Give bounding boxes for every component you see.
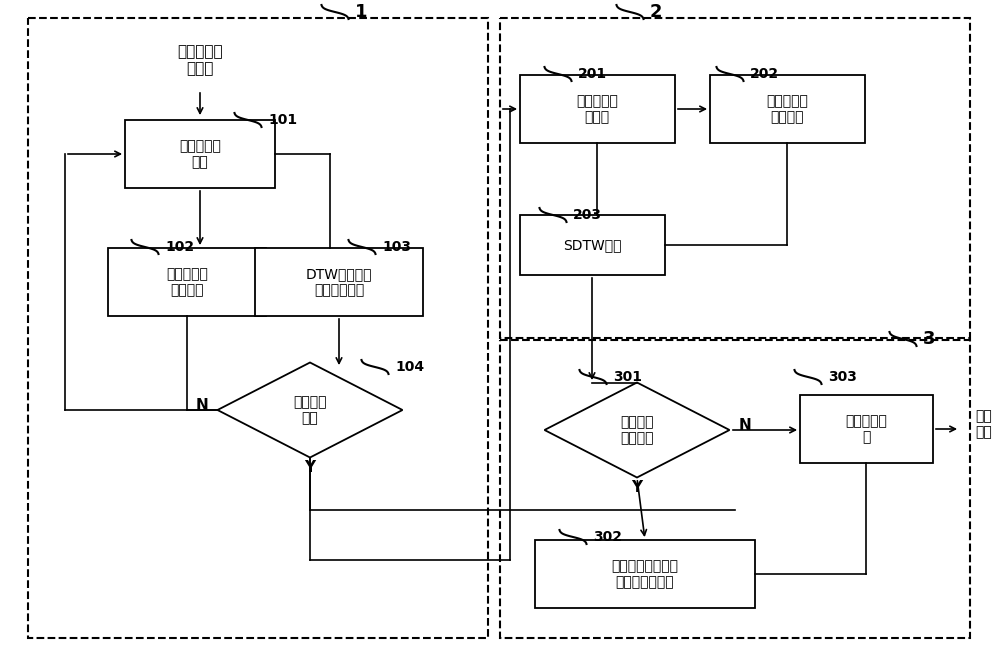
Text: 203: 203	[573, 208, 602, 222]
Bar	[500, 18, 970, 338]
Bar	[500, 340, 970, 638]
Text: Y: Y	[304, 461, 316, 476]
Text: 识别
字符: 识别 字符	[975, 409, 992, 439]
Text: DTW阈值匹配
与轨迹段提取: DTW阈值匹配 与轨迹段提取	[306, 267, 372, 297]
Text: 101: 101	[268, 113, 297, 127]
Text: N: N	[196, 397, 208, 413]
Text: Y: Y	[631, 480, 643, 495]
Bar	[108, 248, 266, 316]
Text: 104: 104	[395, 360, 424, 374]
Text: 103: 103	[382, 240, 411, 254]
Text: 301: 301	[613, 370, 642, 384]
Polygon shape	[544, 382, 730, 478]
Text: 303: 303	[828, 370, 857, 384]
Text: 102: 102	[165, 240, 194, 254]
Text: 间隔归一化
采样: 间隔归一化 采样	[179, 139, 221, 169]
Text: 201: 201	[578, 67, 607, 81]
Text: 保留最长的轨迹段
对应的识别字符: 保留最长的轨迹段 对应的识别字符	[612, 559, 678, 589]
Text: 连续字符手
势轨迹: 连续字符手 势轨迹	[177, 44, 223, 76]
Polygon shape	[218, 363, 402, 457]
Bar	[520, 215, 665, 275]
Text: 某一部分
轨迹相同: 某一部分 轨迹相同	[620, 415, 654, 445]
Text: 2: 2	[650, 3, 662, 21]
Text: 相似度度量
特征提取: 相似度度量 特征提取	[166, 267, 208, 297]
Text: 202: 202	[750, 67, 779, 81]
Text: SDTW识别: SDTW识别	[563, 238, 621, 252]
Bar	[125, 120, 275, 188]
Text: 输出队列输
出: 输出队列输 出	[845, 414, 887, 444]
Bar	[255, 248, 423, 316]
Text: 提取新特征
（角点）: 提取新特征 （角点）	[766, 94, 808, 124]
Bar	[28, 18, 488, 638]
Text: 速度特征
校验: 速度特征 校验	[293, 395, 327, 425]
Text: 轨迹段尺度
归一化: 轨迹段尺度 归一化	[576, 94, 618, 124]
Bar	[535, 540, 755, 608]
Text: N: N	[739, 417, 751, 432]
Bar	[800, 395, 933, 463]
Text: 1: 1	[355, 3, 368, 21]
Text: 302: 302	[593, 530, 622, 544]
Bar	[710, 75, 865, 143]
Text: 3: 3	[923, 330, 936, 348]
Bar	[520, 75, 675, 143]
